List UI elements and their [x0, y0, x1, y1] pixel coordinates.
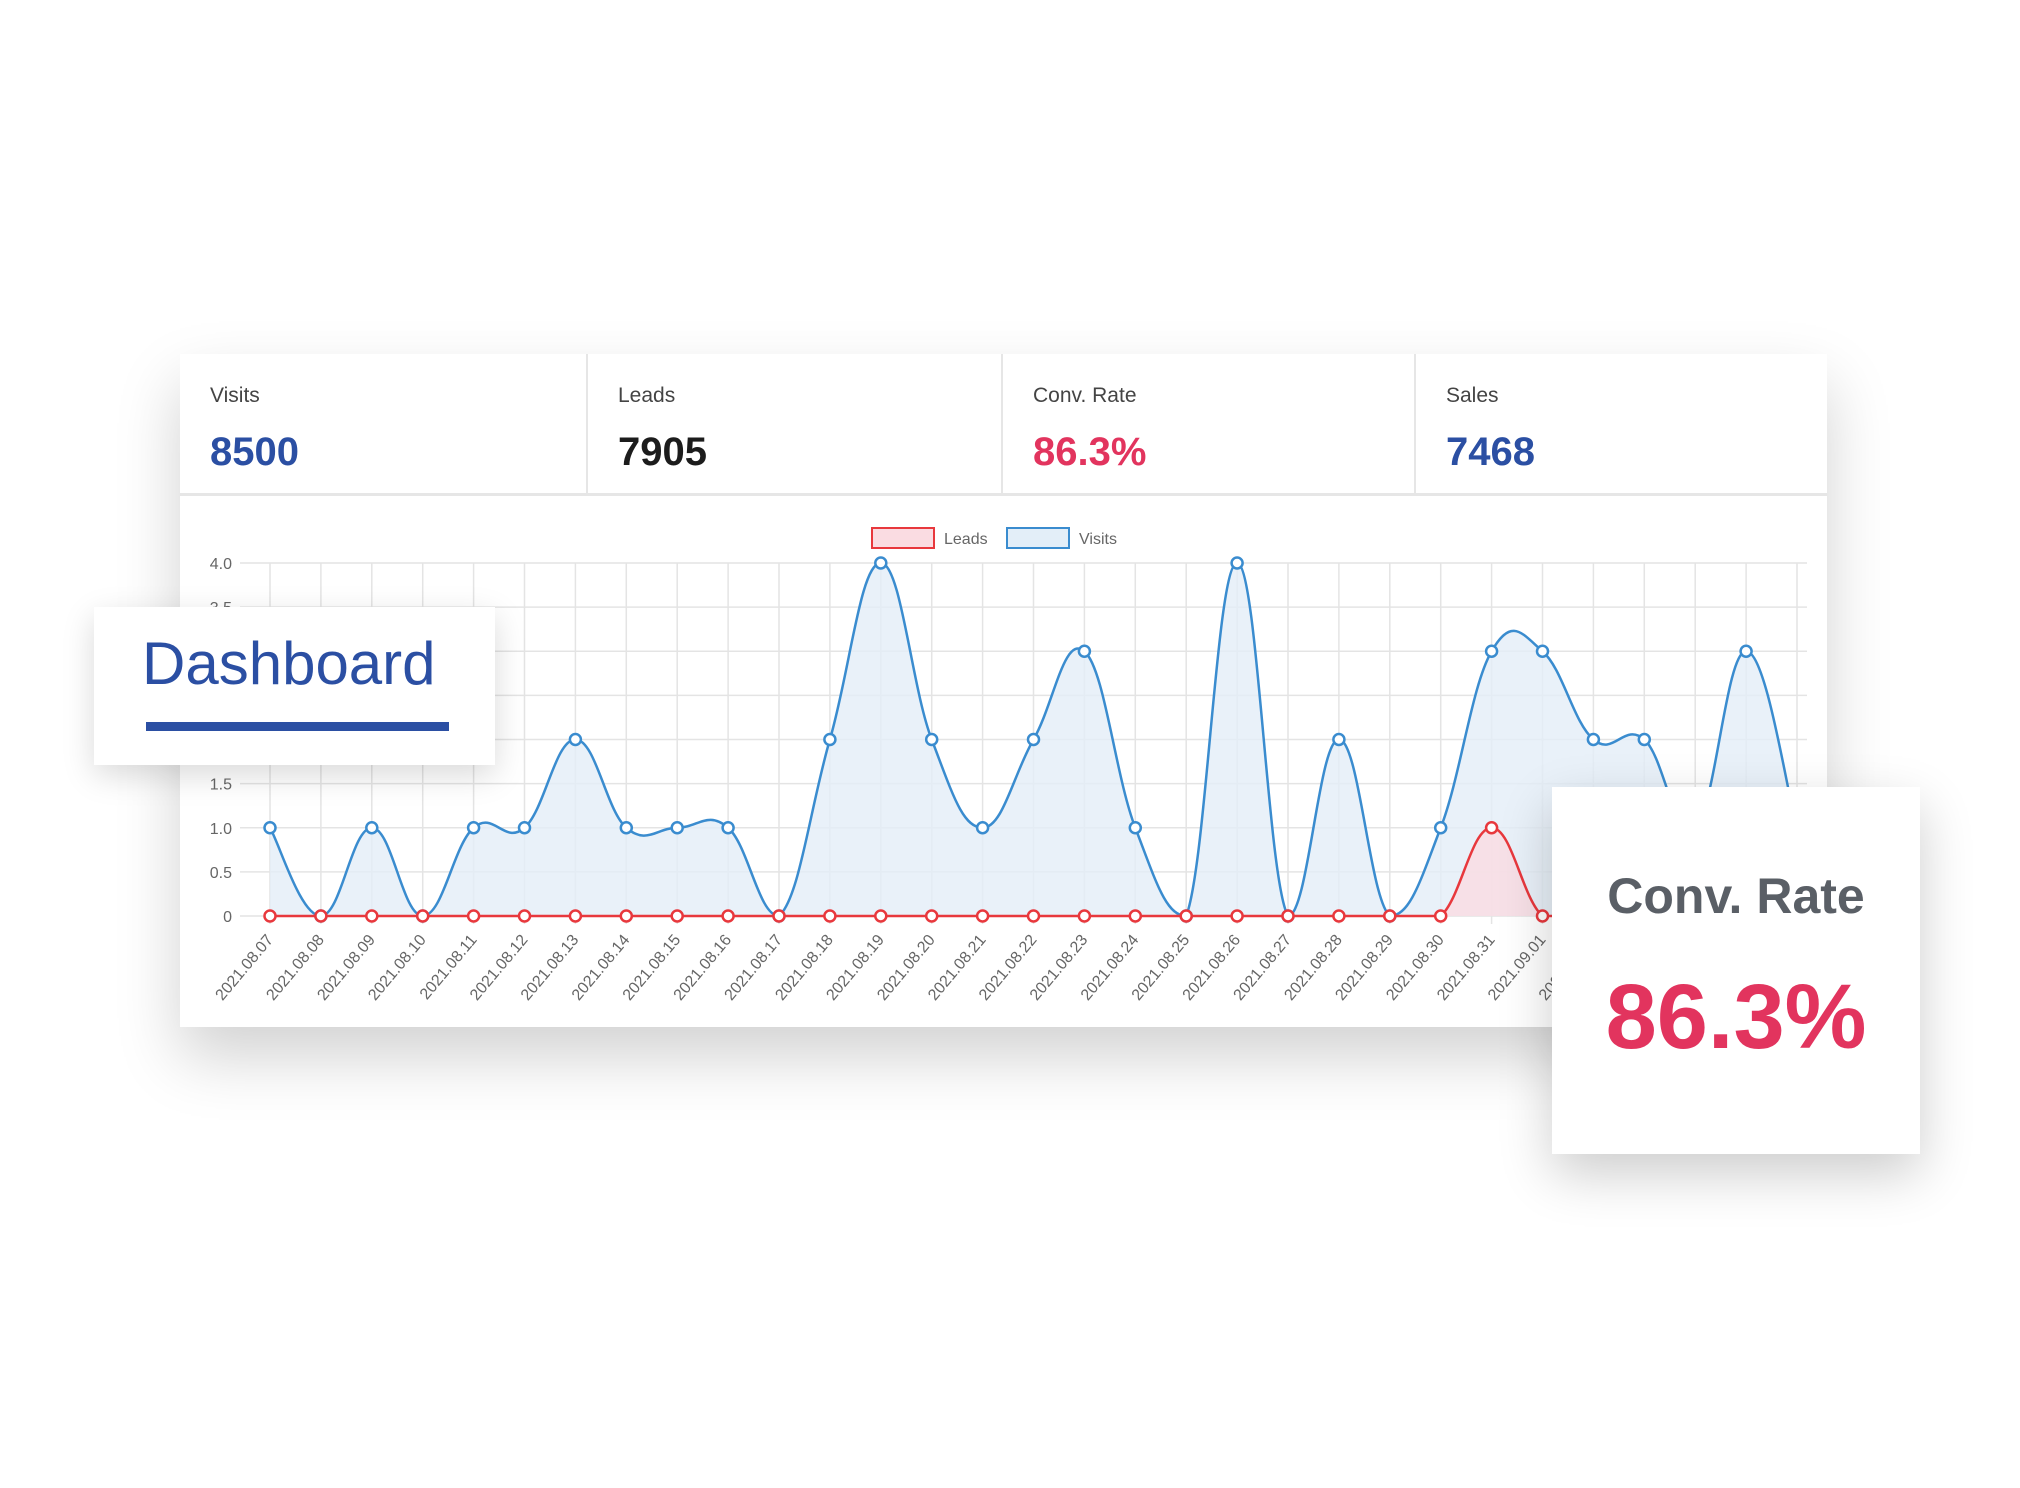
data-point	[1230, 909, 1244, 923]
data-point	[823, 909, 837, 923]
data-point	[263, 909, 277, 923]
data-point	[1383, 909, 1397, 923]
y-tick-label: 0	[223, 909, 232, 926]
data-point	[1535, 909, 1550, 923]
data-point	[619, 821, 634, 835]
stat-value: 8500	[210, 430, 299, 474]
data-point	[1586, 732, 1601, 747]
data-point	[415, 909, 430, 923]
data-point	[1332, 732, 1346, 747]
callout-label: Conv. Rate	[1607, 868, 1865, 924]
stat-label: Sales	[1446, 384, 1499, 407]
data-point	[466, 821, 481, 835]
data-point	[721, 909, 735, 923]
data-point	[670, 909, 684, 923]
data-point	[365, 821, 379, 835]
title-badge: Dashboard	[94, 607, 495, 765]
data-point	[874, 909, 888, 923]
stat-value: 86.3%	[1033, 430, 1147, 474]
data-point	[1535, 644, 1550, 658]
data-point	[823, 732, 837, 747]
data-point	[1128, 909, 1143, 923]
data-point	[721, 821, 735, 835]
data-point	[772, 909, 786, 923]
stat-label: Leads	[618, 384, 676, 407]
data-point	[1077, 644, 1092, 658]
data-point	[568, 732, 583, 747]
y-tick-label: 1.5	[210, 777, 232, 794]
data-point	[568, 909, 583, 923]
y-tick-label: 0.5	[210, 865, 232, 882]
legend-swatch	[1006, 527, 1070, 549]
data-point	[619, 909, 634, 923]
stat-value: 7468	[1446, 430, 1535, 474]
stat-card: Visits 8500	[180, 354, 588, 496]
data-point	[1179, 909, 1193, 923]
data-point	[1433, 821, 1448, 835]
series-area	[270, 827, 1797, 916]
data-point	[1026, 909, 1041, 923]
badge-title: Dashboard	[142, 630, 436, 697]
data-point	[466, 909, 481, 923]
data-point	[1433, 909, 1448, 923]
data-point	[670, 821, 684, 835]
data-point	[263, 821, 277, 835]
legend-label: Leads	[944, 531, 988, 548]
stat-value: 7905	[618, 430, 707, 474]
data-point	[517, 909, 532, 923]
y-tick-label: 1.0	[210, 821, 232, 838]
data-point	[365, 909, 379, 923]
data-point	[874, 556, 888, 570]
data-point	[1739, 644, 1753, 658]
data-point	[1637, 732, 1652, 747]
legend-label: Visits	[1079, 531, 1117, 548]
y-tick-label: 4.0	[210, 556, 232, 573]
data-point	[1026, 732, 1041, 747]
data-point	[1484, 644, 1499, 658]
data-point	[314, 909, 328, 923]
data-point	[924, 909, 939, 923]
data-point	[924, 732, 939, 747]
stat-card: Conv. Rate 86.3%	[1003, 354, 1416, 496]
data-point	[1484, 821, 1499, 835]
legend-swatch	[871, 527, 935, 549]
stat-card: Sales 7468	[1416, 354, 1827, 496]
data-point	[975, 821, 990, 835]
data-point	[1077, 909, 1092, 923]
callout-card: Conv. Rate 86.3%	[1552, 787, 1920, 1154]
data-point	[1230, 556, 1244, 570]
stat-label: Conv. Rate	[1033, 384, 1137, 407]
data-point	[517, 821, 532, 835]
data-point	[1128, 821, 1143, 835]
underline	[146, 722, 449, 731]
callout-value: 86.3%	[1605, 966, 1867, 1068]
data-point	[975, 909, 990, 923]
data-point	[1332, 909, 1346, 923]
data-point	[1281, 909, 1295, 923]
stat-card: Leads 7905	[588, 354, 1003, 496]
stat-label: Visits	[210, 384, 260, 407]
